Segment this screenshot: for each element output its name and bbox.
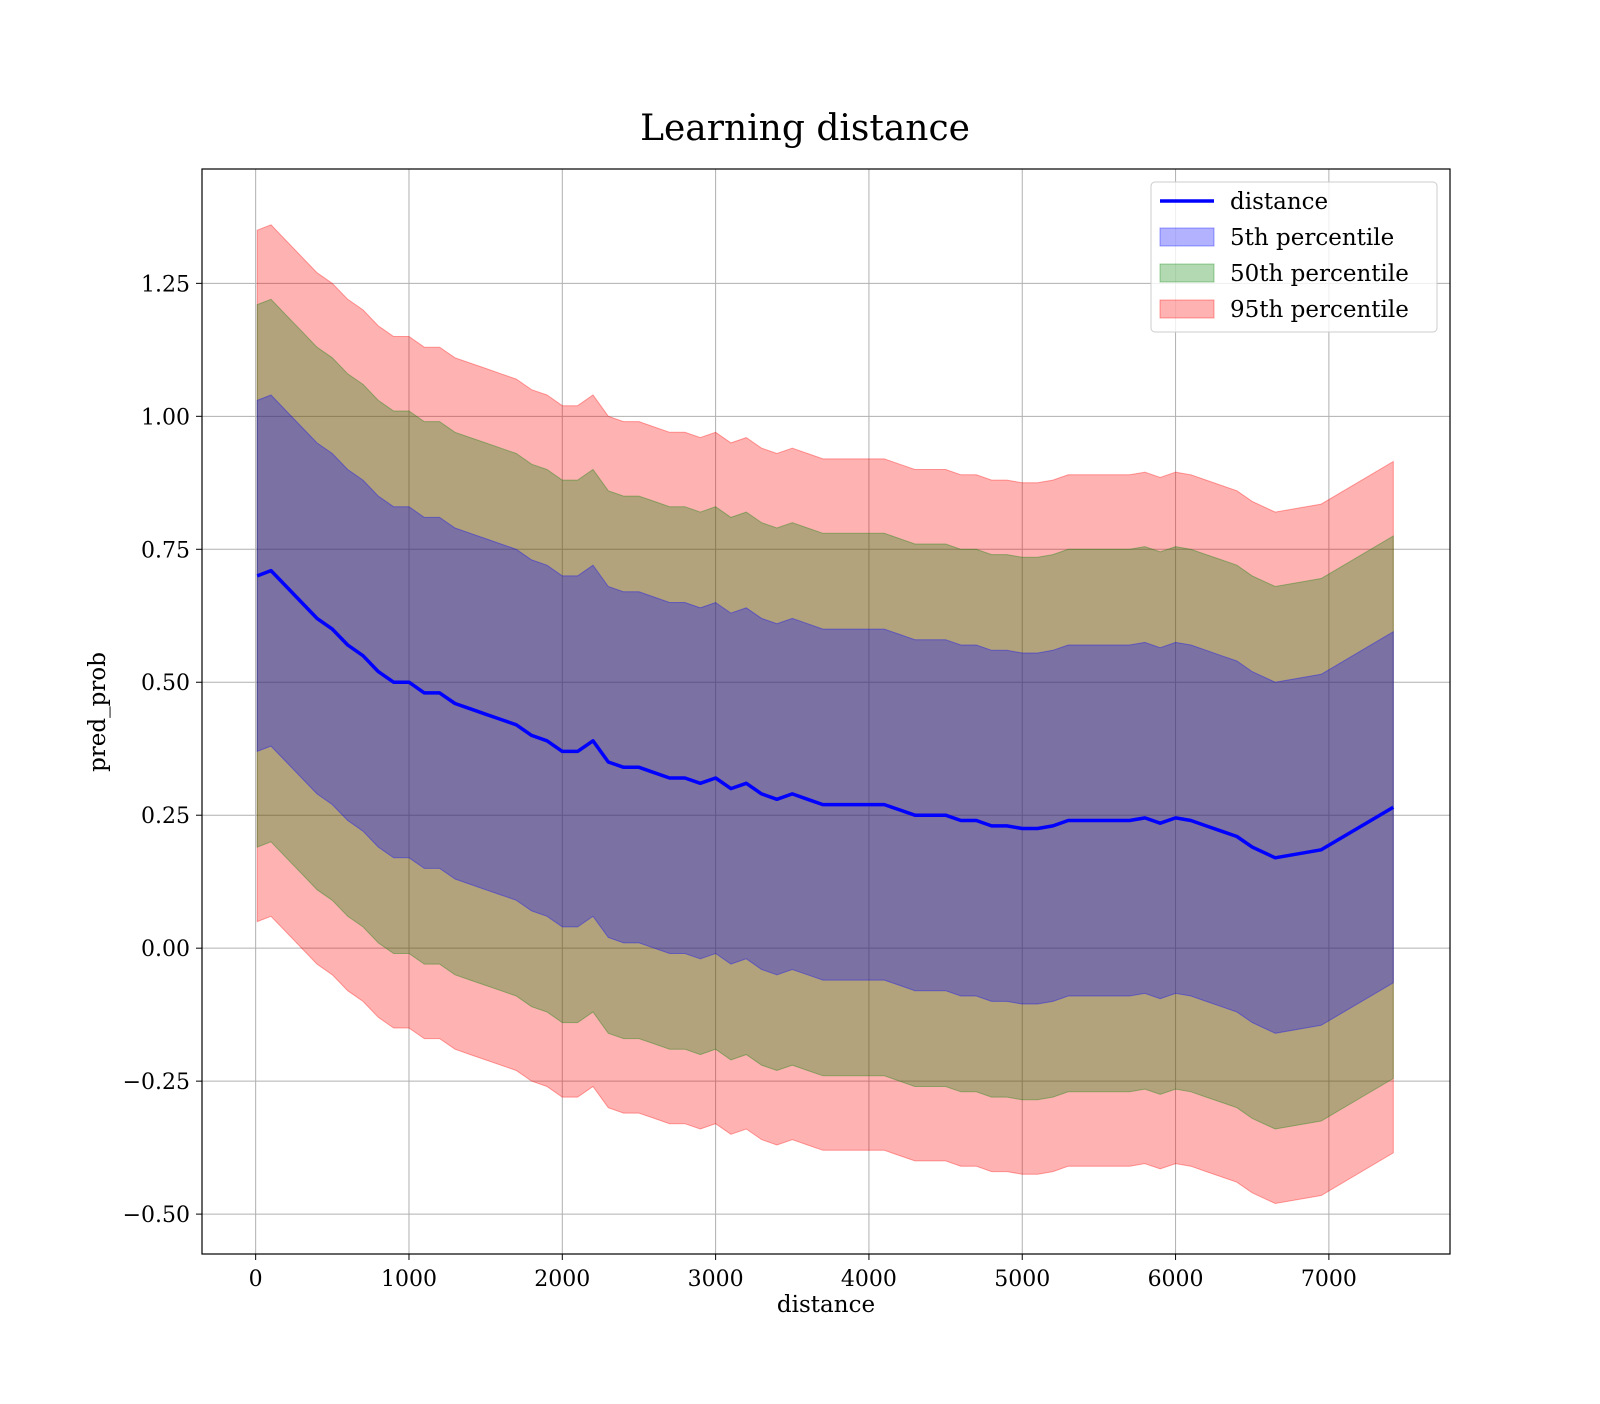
legend-label-50th-percentile: 50th percentile <box>1230 261 1409 287</box>
x-tick-label: 0 <box>249 1267 263 1292</box>
x-tick-label: 3000 <box>688 1267 744 1292</box>
band-95th-percentile <box>256 224 1394 1205</box>
x-tick-label: 7000 <box>1301 1267 1357 1292</box>
x-axis-ticks: 0 1000 2000 3000 4000 5000 6000 7000 <box>249 1254 1357 1292</box>
legend: distance 5th percentile 50th percentile … <box>1150 181 1438 333</box>
x-tick-label: 5000 <box>994 1267 1050 1292</box>
legend-label-5th-percentile: 5th percentile <box>1230 225 1394 251</box>
y-tick-label: 1.00 <box>141 405 190 430</box>
band-50th-percentile <box>256 298 1394 1130</box>
legend-box <box>1150 181 1438 333</box>
legend-label-distance: distance <box>1230 189 1328 215</box>
legend-swatch-50th-percentile <box>1159 263 1215 283</box>
y-tick-label: 0.50 <box>141 671 190 696</box>
y-axis-label: pred_prob <box>85 652 111 772</box>
series-lines <box>256 568 1395 860</box>
x-axis-label: distance <box>777 1292 875 1318</box>
band-5th-percentile <box>256 394 1394 1034</box>
x-tick-label: 6000 <box>1148 1267 1204 1292</box>
percentile-bands <box>256 224 1394 1205</box>
y-tick-label: 0.75 <box>141 538 190 563</box>
legend-label-95th-percentile: 95th percentile <box>1230 297 1409 323</box>
series-line-distance <box>256 568 1395 860</box>
x-tick-label: 4000 <box>841 1267 897 1292</box>
x-tick-label: 1000 <box>381 1267 437 1292</box>
x-tick-label: 2000 <box>534 1267 590 1292</box>
plot-frame <box>201 168 1451 1255</box>
grid <box>202 169 1450 1254</box>
legend-swatch-95th-percentile <box>1159 299 1215 319</box>
y-tick-label: −0.50 <box>123 1203 190 1228</box>
y-tick-label: 0.25 <box>141 804 190 829</box>
y-tick-label: 1.25 <box>141 272 190 297</box>
legend-swatch-5th-percentile <box>1159 227 1215 247</box>
y-tick-label: −0.25 <box>123 1070 190 1095</box>
y-tick-label: 0.00 <box>141 937 190 962</box>
y-axis-ticks: −0.50 −0.25 0.00 0.25 0.50 0.75 1.00 1.25 <box>123 272 202 1228</box>
chart-title: Learning distance <box>640 108 970 149</box>
